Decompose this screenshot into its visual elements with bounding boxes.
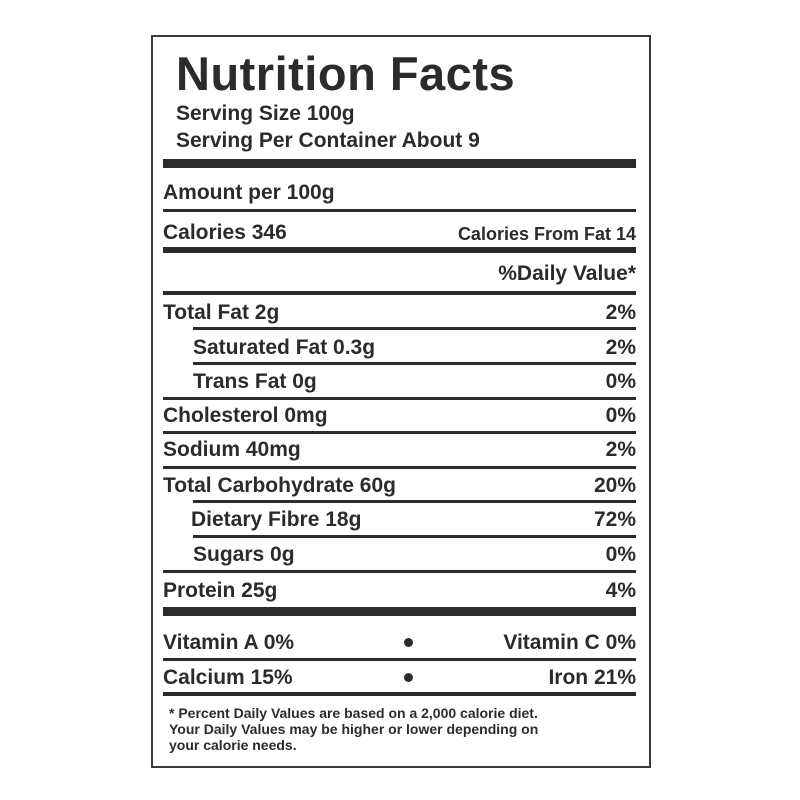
footnote: Your Daily Values may be higher or lower… bbox=[169, 721, 539, 737]
rule bbox=[163, 291, 636, 295]
rule bbox=[193, 327, 636, 330]
daily-value: 2% bbox=[605, 301, 636, 324]
rule bbox=[193, 500, 636, 503]
calories: Calories 346 bbox=[163, 221, 287, 244]
mineral: Calcium 15% bbox=[163, 666, 293, 689]
daily-value: 72% bbox=[593, 508, 636, 531]
daily-value: 2% bbox=[605, 336, 636, 359]
nutrient-name: Sodium 40mg bbox=[163, 438, 301, 461]
daily-value-header: %Daily Value* bbox=[498, 262, 636, 285]
nutrient-name: Cholesterol 0mg bbox=[163, 404, 328, 427]
daily-value: 0% bbox=[605, 370, 636, 393]
nutrient-name: Total Carbohydrate 60g bbox=[163, 474, 396, 497]
mineral: Iron 21% bbox=[548, 666, 636, 689]
nutrient-name: Sugars 0g bbox=[193, 543, 295, 566]
daily-value: 0% bbox=[605, 404, 636, 427]
bullet bbox=[404, 673, 413, 682]
rule bbox=[163, 466, 636, 469]
daily-value: 0% bbox=[605, 543, 636, 566]
nutrient-name: Trans Fat 0g bbox=[193, 370, 317, 393]
rule bbox=[163, 431, 636, 434]
rule bbox=[193, 362, 636, 365]
bullet bbox=[404, 638, 413, 647]
nutrient-name: Total Fat 2g bbox=[163, 301, 280, 324]
rule bbox=[163, 692, 636, 696]
footnote: your calorie needs. bbox=[169, 737, 297, 753]
daily-value: 4% bbox=[605, 579, 636, 602]
rule bbox=[163, 607, 636, 616]
vitamin: Vitamin A 0% bbox=[163, 631, 295, 654]
rule bbox=[193, 535, 636, 538]
rule bbox=[163, 159, 636, 168]
nutrient-name: Dietary Fibre 18g bbox=[191, 508, 362, 531]
daily-value: 20% bbox=[593, 474, 636, 497]
label-border bbox=[151, 35, 651, 768]
nutrient-name: Protein 25g bbox=[163, 579, 278, 602]
vitamin: Vitamin C 0% bbox=[503, 631, 636, 654]
daily-value: 2% bbox=[605, 438, 636, 461]
serving-size: Serving Size 100g bbox=[176, 102, 355, 125]
rule bbox=[163, 658, 636, 661]
footnote: * Percent Daily Values are based on a 2,… bbox=[169, 705, 538, 721]
servings-per-container: Serving Per Container About 9 bbox=[176, 129, 480, 152]
title: Nutrition Facts bbox=[176, 47, 516, 100]
nutrient-name: Saturated Fat 0.3g bbox=[193, 336, 376, 359]
rule bbox=[163, 247, 636, 253]
calories-from-fat: Calories From Fat 14 bbox=[457, 224, 636, 244]
rule bbox=[163, 209, 636, 212]
rule bbox=[163, 397, 636, 400]
amount-per: Amount per 100g bbox=[163, 181, 335, 204]
rule bbox=[163, 570, 636, 573]
